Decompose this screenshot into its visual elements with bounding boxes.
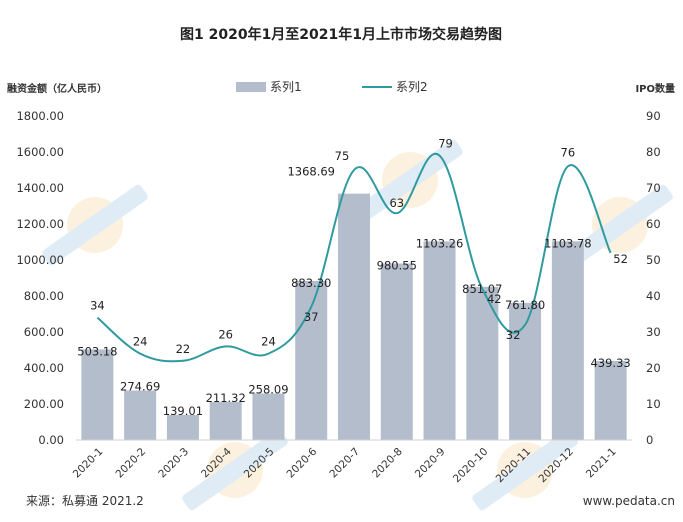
line-label-2020-5: 24 [261,335,276,349]
x-tick-label: 2020-7 [327,446,362,481]
y-left-tick-label: 1200.00 [16,217,64,231]
y-right-tick-label: 90 [646,109,661,123]
bar-label-2021-1: 439.33 [590,356,630,370]
bar-2020-1 [81,349,114,440]
y-left-tick-label: 1600.00 [16,145,64,159]
line-label-2020-2: 24 [133,335,148,349]
bar-label-2020-4: 211.32 [206,391,246,405]
watermark-logo-1 [42,184,148,266]
bar-2021-1 [594,360,627,440]
x-tick-label: 2020-6 [285,445,320,480]
watermark-band [567,184,673,266]
y-right-tick-label: 80 [646,145,661,159]
y-right-tick-label: 20 [646,361,661,375]
line-data-labels: 34 24 22 26 24 37 75 63 79 42 32 76 52 [90,137,628,356]
y-left-axis: 0.00 200.00 400.00 600.00 800.00 1000.00 1200.… [16,109,64,447]
bar-label-2020-10: 851.07 [462,282,502,296]
y-right-tick-label: 50 [646,253,661,267]
bar-2020-9 [423,241,456,440]
watermark-band [42,184,148,266]
bar-2020-2 [124,390,157,440]
x-tick-label: 2020-10 [451,446,491,486]
bar-2020-8 [380,263,413,440]
line-label-2020-10: 42 [487,292,502,306]
y-right-tick-label: 10 [646,397,661,411]
bar-2020-3 [166,414,199,440]
line-label-2020-4: 26 [218,327,233,341]
line-label-2020-11: 32 [506,328,521,342]
y-left-tick-label: 800.00 [24,289,64,303]
line-label-2020-6: 37 [304,310,319,324]
site-url: www.pedata.cn [583,494,675,508]
watermark-circle [497,442,553,498]
y-right-tick-label: 70 [646,181,661,195]
watermark-circle [67,197,123,253]
bar-label-2020-9: 1103.26 [416,236,464,250]
x-tick-label: 2020-3 [156,446,191,481]
watermark-band [472,429,578,511]
line-label-2020-3: 22 [176,342,191,356]
legend-label-series-2: 系列2 [396,80,428,94]
watermark-band [182,429,288,511]
line-label-2021-1: 52 [613,252,628,266]
source-note: 来源：私募通 2021.2 [26,494,144,508]
y-right-tick-label: 40 [646,289,661,303]
y-left-tick-label: 600.00 [24,325,64,339]
line-label-2020-1: 34 [90,299,105,313]
legend-swatch-series-1 [236,82,266,92]
line-label-2020-7: 75 [335,149,350,163]
y-left-tick-label: 0.00 [38,433,64,447]
x-tick-label: 2020-2 [113,446,148,481]
x-tick-label: 2020-8 [370,446,405,481]
bar-label-2020-1: 503.18 [77,344,117,358]
bar-2020-5 [252,393,285,440]
line-label-2020-12: 76 [561,145,576,159]
x-tick-label: 2020-1 [71,446,106,481]
bar-2020-12 [551,241,584,440]
x-tick-label: 2021-1 [584,446,619,481]
bar-label-2020-7: 1368.69 [287,165,335,179]
legend-label-series-1: 系列1 [270,80,302,94]
bar-label-2020-12: 1103.78 [544,236,592,250]
y-left-tick-label: 400.00 [24,361,64,375]
y-left-tick-label: 1400.00 [16,181,64,195]
bar-2020-7 [338,193,370,440]
watermark-logo-3 [472,429,578,511]
y-right-axis: 0 10 20 30 40 50 60 70 80 90 [646,109,661,447]
y-right-tick-label: 0 [646,433,653,447]
bar-label-2020-3: 139.01 [163,404,203,418]
line-label-2020-8: 63 [389,196,404,210]
y-left-tick-label: 1000.00 [16,253,64,267]
y-right-tick-label: 60 [646,217,661,231]
y-left-axis-title: 融资金额（亿人民币） [7,82,107,95]
bar-label-2020-6: 883.30 [291,276,331,290]
chart-title: 图1 2020年1月至2021年1月上市市场交易趋势图 [180,26,502,43]
watermark-logo-2 [182,429,288,511]
bar-label-2020-11: 761.80 [505,298,545,312]
watermark-circle [207,442,263,498]
bar-label-2020-2: 274.69 [120,380,160,394]
x-tick-label: 2020-9 [413,446,448,481]
y-right-tick-label: 30 [646,325,661,339]
line-series [96,152,612,363]
y-right-axis-title: IPO数量 [635,82,675,95]
bar-label-2020-8: 980.55 [377,259,417,273]
bar-label-2020-5: 258.09 [248,383,288,397]
legend: 系列1 系列2 [236,80,428,94]
y-left-tick-label: 200.00 [24,397,64,411]
bar-2020-10 [466,286,499,440]
y-left-tick-label: 1800.00 [16,109,64,123]
line-label-2020-9: 79 [438,137,453,151]
bar-2020-4 [209,401,242,440]
